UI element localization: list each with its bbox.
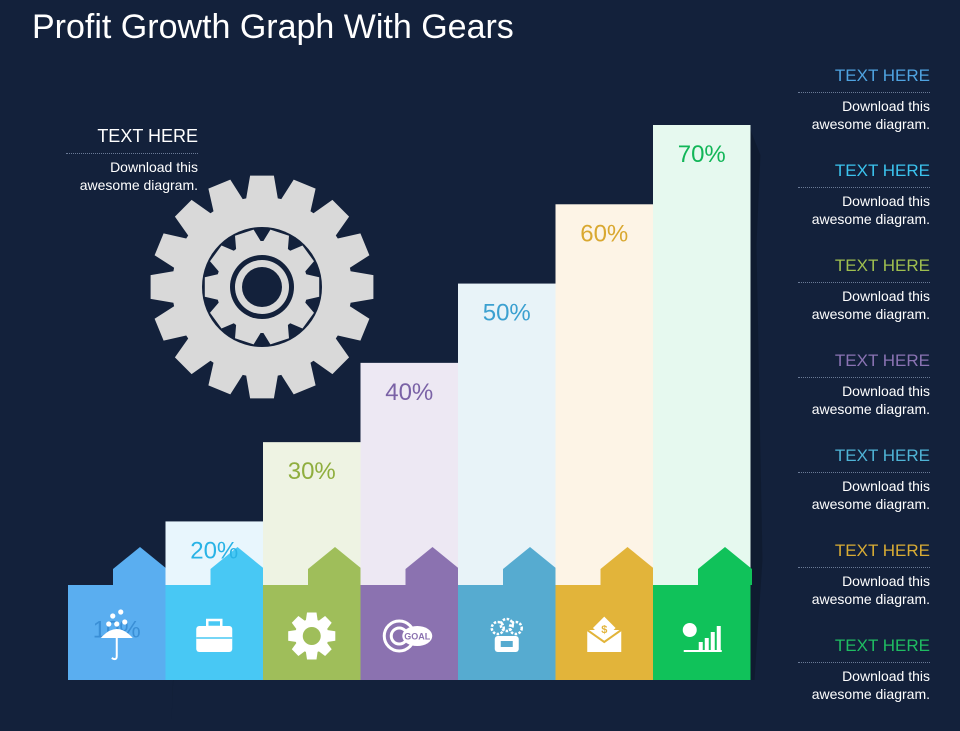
- coin: [118, 609, 124, 615]
- left-note-heading: TEXT HERE: [66, 126, 198, 154]
- right-note-body: Download this awesome diagram.: [811, 193, 930, 227]
- bar-6: 60% $: [555, 204, 665, 681]
- bill: [592, 616, 616, 640]
- bar-base: [68, 547, 167, 680]
- right-note-3: TEXT HERE Download this awesome diagram.: [798, 256, 930, 351]
- growth-bar: [704, 638, 709, 650]
- right-note-1: TEXT HERE Download this awesome diagram.: [798, 66, 930, 161]
- bar-7: 70%: [653, 125, 763, 680]
- right-note-body: Download this awesome diagram.: [811, 478, 930, 512]
- bar-shadow: [748, 125, 763, 680]
- case-body: [196, 626, 233, 652]
- bar-3: 30%: [263, 442, 373, 680]
- bar-value-label: 30%: [288, 458, 336, 485]
- bar-pale-column: [555, 204, 653, 586]
- bar-value-label: 40%: [385, 379, 433, 406]
- growth-bar: [716, 626, 721, 650]
- right-note-5: TEXT HERE Download this awesome diagram.: [798, 446, 930, 541]
- envelope-flap: [586, 629, 622, 644]
- right-note-body: Download this awesome diagram.: [811, 383, 930, 417]
- growth-chart-icon: [682, 623, 722, 652]
- gear-icon: [288, 612, 336, 660]
- goal-badge: [402, 626, 433, 646]
- bar-pale-column: [653, 125, 751, 585]
- coin: [106, 621, 112, 627]
- case-handle: [206, 618, 223, 629]
- right-note-body: Download this awesome diagram.: [811, 98, 930, 132]
- growth-bar: [710, 632, 715, 650]
- right-note-body: Download this awesome diagram.: [811, 288, 930, 322]
- coin: [114, 621, 120, 627]
- bar-value-label: 20%: [190, 537, 238, 564]
- bar-pale-column: [458, 283, 556, 585]
- growth-bulb: [682, 623, 697, 637]
- bar-5: 50%: [458, 283, 568, 680]
- small-gear: [508, 620, 523, 636]
- briefcase-icon: [196, 618, 233, 652]
- small-gear: [499, 617, 514, 633]
- right-note-6: TEXT HERE Download this awesome diagram.: [798, 541, 930, 636]
- bar-base: [653, 547, 752, 680]
- right-note-heading: TEXT HERE: [798, 161, 930, 188]
- right-note-4: TEXT HERE Download this awesome diagram.: [798, 351, 930, 446]
- big-gear-icon: [150, 175, 374, 399]
- goal-text: GOAL: [404, 632, 431, 642]
- left-note-body: Download this awesome diagram.: [79, 159, 198, 193]
- right-note-body: Download this awesome diagram.: [811, 668, 930, 702]
- machine-slot: [500, 641, 513, 647]
- right-notes: TEXT HERE Download this awesome diagram.…: [798, 66, 930, 731]
- dollar-sign: $: [601, 624, 607, 636]
- right-note-heading: TEXT HERE: [798, 636, 930, 663]
- gears-machine-icon: [490, 617, 523, 652]
- right-note-heading: TEXT HERE: [798, 66, 930, 93]
- growth-bar: [698, 642, 703, 650]
- bar-base: [458, 547, 557, 680]
- page-title: Profit Growth Graph With Gears: [32, 8, 514, 46]
- coin: [122, 619, 128, 625]
- right-note-heading: TEXT HERE: [798, 256, 930, 283]
- right-note-7: TEXT HERE Download this awesome diagram.: [798, 636, 930, 731]
- bar-base: [555, 547, 655, 680]
- gear-hole: [302, 627, 321, 645]
- bar-2: 20%: [165, 521, 275, 680]
- bar-value-label: 60%: [580, 220, 628, 247]
- small-gear: [490, 620, 505, 636]
- big-gear-center: [242, 267, 282, 307]
- left-note: TEXT HERE Download this awesome diagram.: [66, 126, 198, 194]
- right-note-heading: TEXT HERE: [798, 446, 930, 473]
- bar-base: [165, 547, 265, 680]
- bar-value-label: 50%: [483, 300, 531, 327]
- money-envelope-icon: $: [586, 616, 622, 652]
- bar-pale-column: [360, 362, 458, 585]
- right-note-body: Download this awesome diagram.: [811, 573, 930, 607]
- umbrella-coins-icon: [100, 609, 133, 661]
- umbrella-handle: [111, 638, 118, 661]
- bar-4: 40% GOAL: [360, 362, 470, 680]
- right-note-heading: TEXT HERE: [798, 351, 930, 378]
- coin: [110, 613, 116, 619]
- goal-target-icon: GOAL: [382, 619, 433, 653]
- bar-1: 10%: [68, 547, 178, 720]
- bar-base: [360, 547, 460, 680]
- right-note-heading: TEXT HERE: [798, 541, 930, 568]
- umbrella-canopy: [100, 629, 133, 638]
- right-note-2: TEXT HERE Download this awesome diagram.: [798, 161, 930, 256]
- bar-value-label: 70%: [678, 141, 726, 168]
